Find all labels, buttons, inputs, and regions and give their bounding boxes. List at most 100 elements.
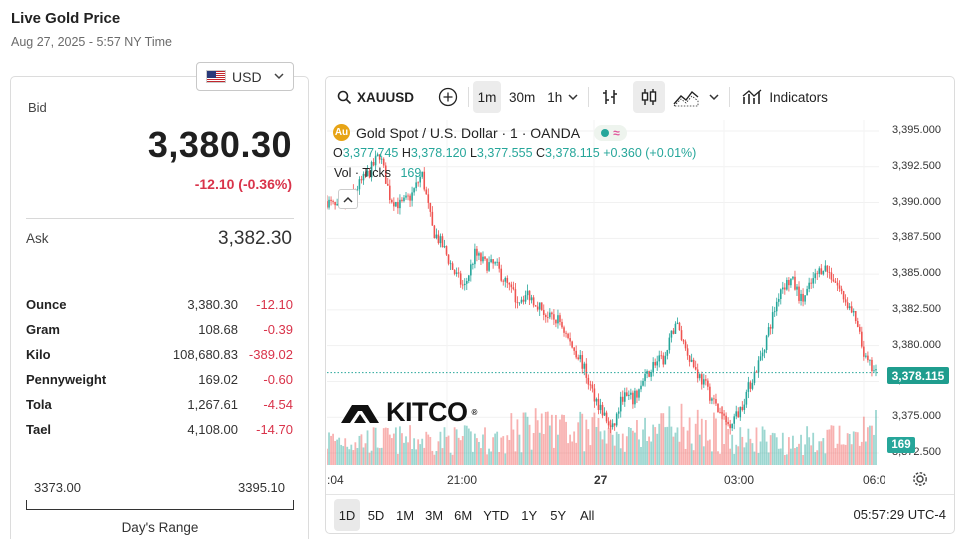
candle-body bbox=[735, 411, 738, 417]
area-style-button[interactable] bbox=[667, 81, 705, 113]
volume-bar bbox=[552, 447, 555, 465]
candle-body bbox=[737, 411, 740, 418]
volume-bar bbox=[719, 453, 721, 465]
candle-body bbox=[717, 403, 719, 413]
symbol-search-button[interactable]: XAUUSD bbox=[327, 81, 420, 113]
volume-bar bbox=[741, 436, 744, 465]
volume-bar bbox=[488, 448, 490, 465]
volume-bar bbox=[704, 420, 707, 465]
volume-bar bbox=[869, 425, 871, 465]
range-3m[interactable]: 3M bbox=[425, 507, 444, 523]
candle-body bbox=[617, 411, 620, 414]
range-5y[interactable]: 5Y bbox=[550, 507, 567, 523]
bar-style-button[interactable] bbox=[595, 81, 625, 113]
candle-body bbox=[670, 330, 673, 338]
volume-bar bbox=[648, 436, 651, 465]
volume-bar bbox=[526, 416, 529, 465]
range-ytd[interactable]: YTD bbox=[483, 507, 510, 523]
indicators-button[interactable]: Indicators bbox=[736, 81, 834, 113]
interval-menu-button[interactable] bbox=[564, 81, 582, 113]
unit-change: -14.70 bbox=[256, 422, 293, 437]
candle-body bbox=[660, 355, 663, 357]
volume-bar bbox=[832, 425, 835, 465]
volume-bar bbox=[585, 419, 588, 465]
candle-body bbox=[782, 287, 784, 290]
interval-30m[interactable]: 30m bbox=[509, 89, 536, 105]
volume-bar bbox=[785, 454, 788, 465]
range-1m[interactable]: 1M bbox=[396, 507, 415, 523]
candle-body bbox=[549, 312, 551, 318]
volume-bar bbox=[435, 450, 438, 465]
candle-body bbox=[496, 261, 498, 263]
candle-body bbox=[741, 406, 744, 410]
volume-bar bbox=[751, 443, 754, 465]
candle-body bbox=[415, 182, 417, 189]
candle-body bbox=[861, 331, 863, 347]
market-status-pill[interactable]: ≈ bbox=[594, 124, 627, 141]
interval-1m[interactable]: 1m bbox=[473, 81, 502, 113]
divider bbox=[326, 494, 954, 495]
volume-bar bbox=[644, 417, 646, 465]
range-all[interactable]: All bbox=[579, 507, 595, 523]
compare-symbol-button[interactable] bbox=[432, 81, 464, 113]
volume-bar bbox=[467, 428, 470, 465]
candle-body bbox=[336, 203, 338, 206]
volume-bar bbox=[798, 443, 800, 465]
volume-bar bbox=[575, 442, 578, 465]
open-value: 3,377.745 bbox=[342, 146, 399, 160]
volume-bar bbox=[848, 433, 851, 465]
candle-body bbox=[658, 355, 661, 362]
price-axis-label: 3,382.500 bbox=[892, 302, 941, 315]
volume-bar bbox=[546, 411, 549, 465]
range-5d[interactable]: 5D bbox=[367, 507, 385, 523]
candle-body bbox=[858, 326, 861, 332]
collapse-legend-button[interactable] bbox=[338, 189, 358, 209]
candle-body bbox=[796, 286, 798, 290]
candle-body bbox=[672, 330, 675, 334]
candle-body bbox=[656, 361, 659, 366]
price-chart bbox=[327, 120, 879, 465]
candle-body bbox=[806, 288, 808, 296]
table-row: Tola 1,267.61 -4.54 bbox=[26, 392, 294, 417]
volume-bar bbox=[344, 438, 347, 465]
volume-bar bbox=[352, 450, 355, 465]
candle-body bbox=[401, 199, 403, 202]
volume-bar bbox=[844, 444, 847, 465]
interval-1h[interactable]: 1h bbox=[547, 89, 563, 105]
volume-bar bbox=[642, 429, 644, 465]
candle-body bbox=[577, 357, 580, 360]
indicators-label: Indicators bbox=[769, 89, 828, 105]
volume-bar bbox=[828, 429, 831, 465]
range-6m[interactable]: 6M bbox=[454, 507, 473, 523]
volume-bar bbox=[425, 431, 428, 465]
volume-bar bbox=[445, 436, 448, 465]
candle-body bbox=[794, 276, 796, 290]
volume-bar bbox=[567, 443, 569, 465]
chart-type-menu-button[interactable] bbox=[705, 81, 723, 113]
volume-bar bbox=[747, 428, 750, 465]
chart-settings-gear-icon[interactable] bbox=[912, 471, 928, 487]
volume-value: 169 bbox=[400, 166, 422, 180]
candle-body bbox=[846, 302, 849, 309]
volume-bar bbox=[715, 418, 717, 465]
candle-body bbox=[818, 268, 821, 274]
range-1d[interactable]: 1D bbox=[334, 499, 360, 531]
volume-bar bbox=[330, 435, 332, 465]
range-1y[interactable]: 1Y bbox=[521, 507, 538, 523]
volume-bar bbox=[706, 440, 709, 465]
volume-bar bbox=[806, 426, 809, 465]
candle-body bbox=[480, 253, 482, 262]
candle-body bbox=[512, 287, 515, 290]
candle-body bbox=[593, 388, 596, 402]
time-axis-label: :04 bbox=[327, 473, 344, 487]
volume-bar bbox=[518, 434, 521, 465]
volume-bar bbox=[864, 441, 867, 465]
volume-bar bbox=[380, 447, 383, 465]
candles-style-button[interactable] bbox=[633, 81, 666, 113]
ohlc-legend: O3,377.745 H3,378.120 L3,377.555 C3,378.… bbox=[333, 146, 697, 160]
candle-body bbox=[482, 256, 484, 262]
change-value: +0.360 (+0.01%) bbox=[603, 146, 697, 160]
currency-select[interactable]: USD bbox=[196, 62, 294, 91]
volume-bar bbox=[757, 452, 760, 465]
table-row: Ounce 3,380.30 -12.10 bbox=[26, 292, 294, 317]
